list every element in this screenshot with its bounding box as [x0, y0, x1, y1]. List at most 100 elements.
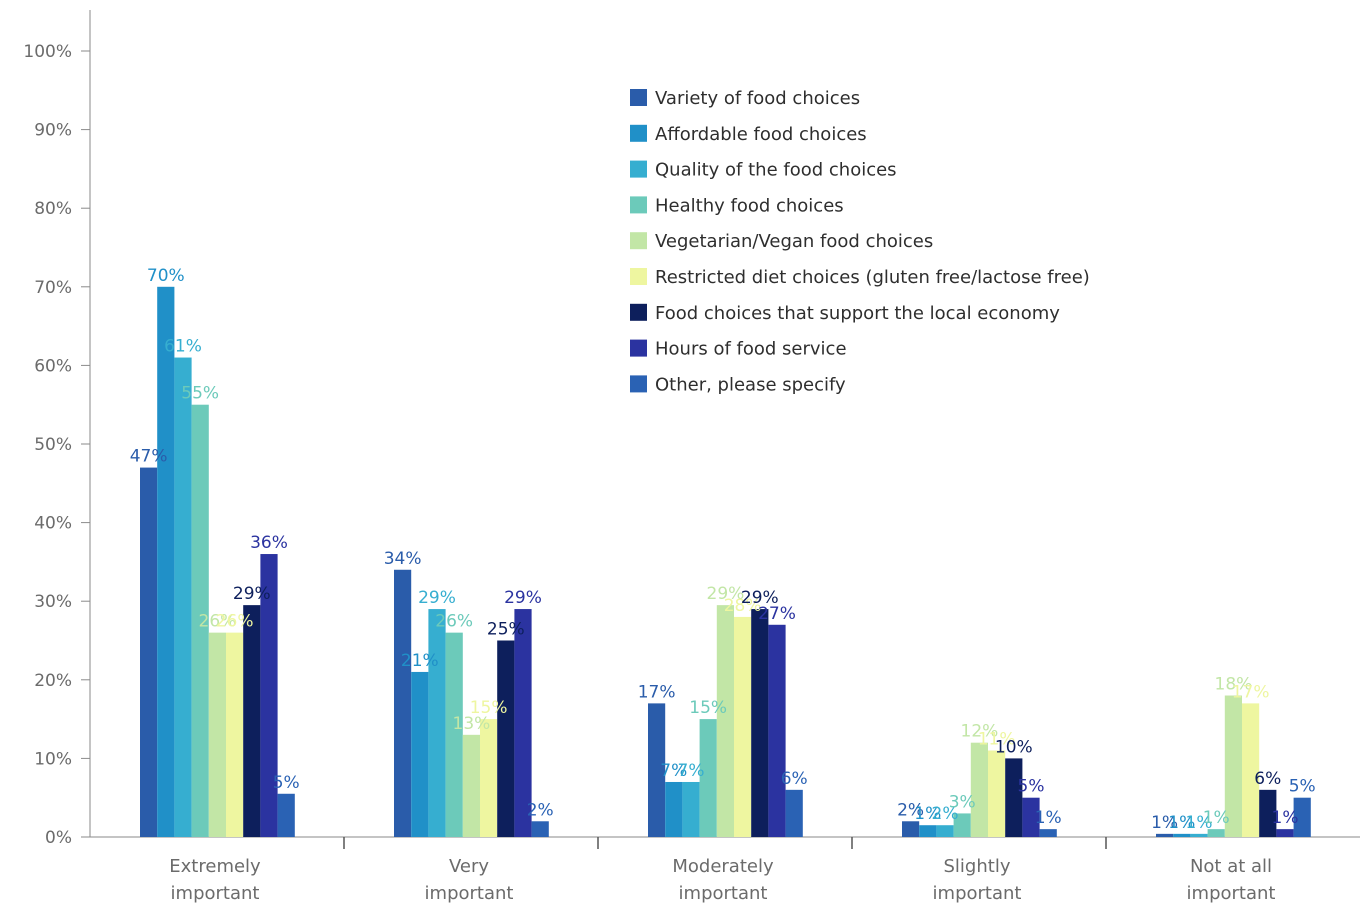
bar: [970, 742, 988, 837]
bar-data-label: 11%: [978, 730, 1016, 750]
bar-data-label: 5%: [273, 773, 300, 793]
chart-data-labels: 47%34%17%2%1%70%21%7%1% 1%61%29%7%2% 1%55%…: [130, 266, 1316, 833]
x-category-label: important: [425, 883, 514, 904]
bar-data-label: 18%: [1215, 675, 1253, 695]
bar: [411, 671, 429, 837]
bar: [785, 789, 803, 837]
x-category-label: important: [679, 883, 768, 904]
x-category-label: Slightly: [944, 856, 1011, 877]
chart-legend: Variety of food choices Affordable food c…: [630, 88, 1090, 395]
bar-data-label: 1%: [1272, 808, 1299, 828]
bar-data-label: 6%: [1254, 769, 1281, 789]
y-tick-label: 70%: [34, 278, 72, 298]
legend-swatch: [630, 232, 647, 250]
bar-data-label: 25%: [487, 620, 525, 640]
bar: [665, 781, 683, 837]
bar-data-label: 15%: [470, 698, 508, 718]
bar-data-label: 2%: [527, 800, 554, 820]
bar: [243, 605, 261, 837]
bar-data-label: 1%: [1168, 813, 1195, 833]
bar: [716, 605, 734, 837]
bar-data-label: 36%: [250, 533, 288, 553]
bar: [1022, 797, 1040, 837]
y-tick-label: 30%: [34, 592, 72, 612]
bar: [191, 404, 209, 837]
bar-data-label: 10%: [995, 737, 1033, 757]
y-tick-label: 0%: [45, 828, 72, 848]
chart-bars: [140, 286, 1311, 837]
bar: [1224, 695, 1242, 837]
bar: [953, 813, 971, 837]
bar: [394, 569, 412, 837]
bar-data-label: 2%: [897, 800, 924, 820]
bar-data-label: 1%: [1151, 813, 1178, 833]
bar-data-label: 1%: [1186, 813, 1213, 833]
x-category-label: Not at all: [1190, 856, 1272, 877]
bar: [462, 734, 480, 837]
bar: [1276, 829, 1294, 837]
bar: [140, 467, 158, 837]
bar: [699, 719, 717, 837]
bar-data-label: 17%: [638, 682, 676, 702]
bar: [682, 781, 700, 837]
bar-data-label: 28%: [724, 596, 762, 616]
bar: [497, 640, 515, 837]
bar-data-label: 61%: [164, 337, 202, 357]
y-tick-label: 90%: [34, 121, 72, 141]
bar-data-label: 1%: [914, 804, 941, 824]
bar: [260, 554, 278, 837]
legend-label: Quality of the food choices: [655, 160, 897, 181]
bar: [902, 821, 920, 837]
bar-data-label: 3%: [949, 792, 976, 812]
bar: [514, 609, 532, 837]
y-tick-label: 40%: [34, 514, 72, 534]
y-tick-label: 20%: [34, 671, 72, 691]
chart-axes: 0% 10% 20% 30% 40% 50% 60% 70% 80% 90% 100% Extreme…: [23, 10, 1360, 904]
bar-data-label: 27%: [758, 604, 796, 624]
bar-data-label: 17%: [1232, 682, 1270, 702]
bar: [1173, 833, 1191, 837]
bar: [1293, 797, 1311, 837]
bar-data-label: 29%: [504, 588, 542, 608]
legend-swatch: [630, 160, 647, 178]
legend-label: Affordable food choices: [655, 124, 867, 145]
bar-data-label: 7%: [678, 761, 705, 781]
bar: [157, 286, 175, 837]
bar: [480, 719, 498, 837]
bar: [751, 609, 769, 837]
bar: [1242, 703, 1260, 837]
bar: [1039, 829, 1057, 837]
bar: [648, 703, 666, 837]
bar-data-label: 13%: [453, 714, 491, 734]
bar-data-label: 1%: [1035, 808, 1062, 828]
legend-swatch: [630, 124, 647, 142]
y-tick-label: 50%: [34, 435, 72, 455]
bar-data-label: 15%: [689, 698, 727, 718]
x-category-label: Extremely: [169, 856, 261, 877]
bar-data-label: 21%: [401, 651, 439, 671]
bar: [1259, 789, 1277, 837]
legend-label: Food choices that support the local econ…: [655, 303, 1060, 324]
bar-data-label: 5%: [1018, 777, 1045, 797]
bar-data-label: 29%: [233, 584, 271, 604]
bar: [226, 632, 244, 837]
legend-label: Other, please specify: [655, 374, 846, 395]
bar: [936, 825, 954, 837]
bar-data-label: 12%: [961, 722, 999, 742]
legend-label: Restricted diet choices (gluten free/lac…: [655, 267, 1090, 288]
bar-data-label: 34%: [384, 549, 422, 569]
bar-data-label: 47%: [130, 447, 168, 467]
bar: [428, 609, 446, 837]
bar-data-label: 29%: [418, 588, 456, 608]
bar: [1005, 758, 1023, 837]
bar: [1207, 829, 1225, 837]
bar: [531, 821, 549, 837]
y-tick-label: 10%: [34, 749, 72, 769]
x-category-label: important: [1187, 883, 1276, 904]
y-tick-label: 80%: [34, 199, 72, 219]
y-tick-label: 60%: [34, 356, 72, 376]
bar-data-label: 70%: [147, 266, 185, 286]
x-category-label: important: [171, 883, 260, 904]
bar-data-label: 29%: [707, 584, 745, 604]
legend-swatch: [630, 196, 647, 214]
